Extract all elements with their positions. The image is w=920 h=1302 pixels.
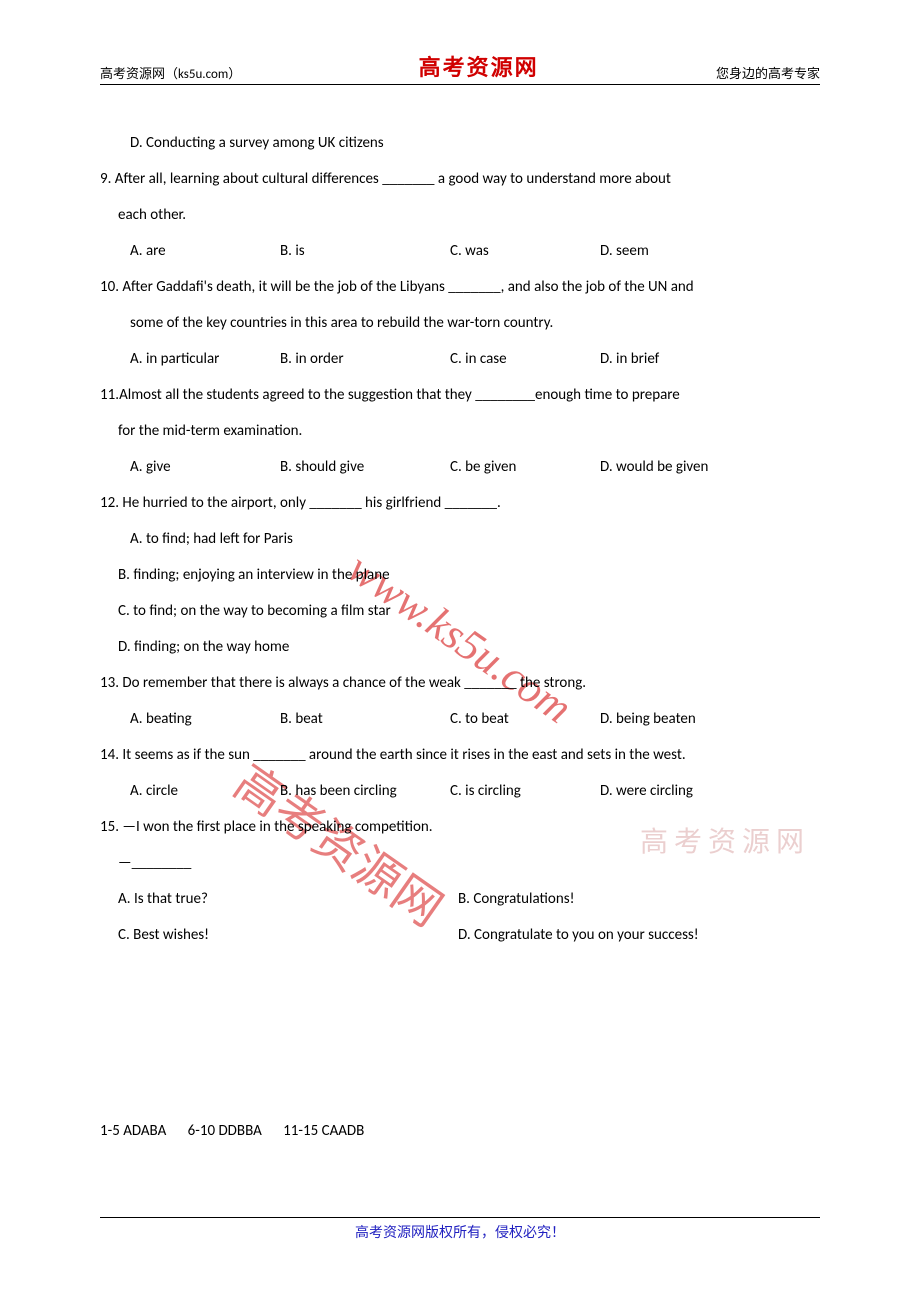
q14-option-d: D. were circling	[600, 773, 820, 809]
document-page: 高考资源网（ks5u.com） 高考资源网 您身边的高考专家 www.ks5u.…	[0, 0, 920, 1302]
q13-option-b: B. beat	[280, 701, 450, 737]
footer-text: 高考资源网版权所有，侵权必究！	[355, 1226, 565, 1241]
page-header: 高考资源网（ks5u.com） 高考资源网 您身边的高考专家	[100, 50, 820, 85]
q13-option-a: A. beating	[130, 701, 280, 737]
q8-option-d: D. Conducting a survey among UK citizens	[100, 125, 820, 161]
q12-option-d: D. finding; on the way home	[100, 629, 820, 665]
q12-option-a: A. to find; had left for Paris	[100, 521, 820, 557]
q13-option-c: C. to beat	[450, 701, 600, 737]
q9-option-d: D. seem	[600, 233, 820, 269]
q10-stem-cont: some of the key countries in this area t…	[100, 305, 820, 341]
q14-stem: 14. It seems as if the sun _______ aroun…	[100, 737, 820, 773]
q11-stem-cont: for the mid-term examination.	[100, 413, 820, 449]
q12-stem: 12. He hurried to the airport, only ____…	[100, 485, 820, 521]
q15-option-a: A. Is that true?	[118, 881, 458, 917]
q10-option-c: C. in case	[450, 341, 600, 377]
q13-options: A. beating B. beat C. to beat D. being b…	[100, 701, 820, 737]
q10-options: A. in particular B. in order C. in case …	[100, 341, 820, 377]
q10-option-b: B. in order	[280, 341, 450, 377]
q15-options-row2: C. Best wishes! D. Congratulate to you o…	[100, 917, 820, 953]
q15-option-b: B. Congratulations!	[458, 881, 820, 917]
header-center-logo: 高考资源网	[419, 50, 539, 82]
q15-options-row1: A. Is that true? B. Congratulations!	[100, 881, 820, 917]
q15-stem-reply: —________	[100, 845, 820, 881]
q11-option-c: C. be given	[450, 449, 600, 485]
q14-option-a: A. circle	[130, 773, 280, 809]
q11-option-a: A. give	[130, 449, 280, 485]
q15-option-c: C. Best wishes!	[118, 917, 458, 953]
q10-option-a: A. in particular	[130, 341, 280, 377]
q9-option-b: B. is	[280, 233, 450, 269]
header-right: 您身边的高考专家	[716, 63, 820, 82]
answers-6-10: 6-10 DDBBA	[188, 1122, 262, 1140]
answers-11-15: 11-15 CAADB	[283, 1122, 364, 1140]
q12-option-b: B. finding; enjoying an interview in the…	[100, 557, 820, 593]
content-body: D. Conducting a survey among UK citizens…	[100, 125, 820, 1149]
q12-option-c: C. to find; on the way to becoming a fil…	[100, 593, 820, 629]
q9-option-a: A. are	[130, 233, 280, 269]
q14-option-b: B. has been circling	[280, 773, 450, 809]
q11-option-d: D. would be given	[600, 449, 820, 485]
page-footer: 高考资源网版权所有，侵权必究！	[100, 1217, 820, 1242]
q9-options: A. are B. is C. was D. seem	[100, 233, 820, 269]
q15-option-d: D. Congratulate to you on your success!	[458, 917, 820, 953]
q9-stem-cont: each other.	[100, 197, 820, 233]
q14-option-c: C. is circling	[450, 773, 600, 809]
q14-options: A. circle B. has been circling C. is cir…	[100, 773, 820, 809]
q10-stem: 10. After Gaddafi's death, it will be th…	[100, 269, 820, 305]
q10-option-d: D. in brief	[600, 341, 820, 377]
q11-options: A. give B. should give C. be given D. wo…	[100, 449, 820, 485]
q9-option-c: C. was	[450, 233, 600, 269]
q9-stem: 9. After all, learning about cultural di…	[100, 161, 820, 197]
header-left: 高考资源网（ks5u.com）	[100, 63, 241, 82]
q11-option-b: B. should give	[280, 449, 450, 485]
answers-1-5: 1-5 ADABA	[100, 1122, 166, 1140]
q13-stem: 13. Do remember that there is always a c…	[100, 665, 820, 701]
q15-stem: 15. —I won the first place in the speaki…	[100, 809, 820, 845]
q13-option-d: D. being beaten	[600, 701, 820, 737]
q11-stem: 11.Almost all the students agreed to the…	[100, 377, 820, 413]
answer-key: 1-5 ADABA 6-10 DDBBA 11-15 CAADB	[100, 1113, 820, 1149]
